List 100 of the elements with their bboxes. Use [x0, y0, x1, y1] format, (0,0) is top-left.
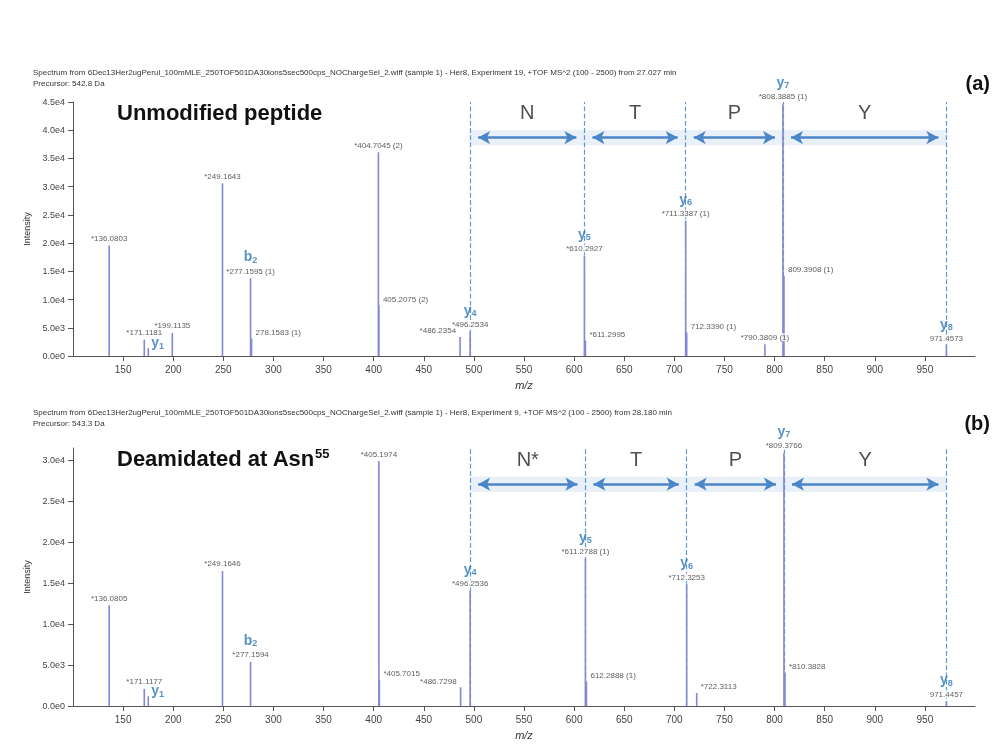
x-tick-label: 450 [415, 363, 433, 375]
x-tick-label: 550 [515, 713, 533, 725]
band-label: T [628, 101, 642, 124]
x-tick-label: 500 [465, 713, 483, 725]
annotation: 712.3390 (1) [690, 321, 737, 331]
x-tick-label: 550 [515, 363, 533, 375]
y-tick-label: 2.5e4 [42, 209, 65, 220]
x-tick-label: 950 [916, 713, 934, 725]
x-tick-label: 150 [114, 363, 132, 375]
x-tick-label: 200 [164, 713, 182, 725]
x-tick-label: 200 [164, 363, 182, 375]
band-label: N [520, 101, 535, 124]
annotation: *810.3828 [788, 662, 826, 672]
annotation: *790.3809 (1) [740, 332, 790, 342]
x-tick-label: 700 [665, 363, 684, 375]
annotation: *808.3885 (1) [758, 92, 808, 102]
annotation: *809.3766 [765, 441, 803, 451]
annotation: *496.2536 [451, 579, 489, 589]
annotation: *611.2788 (1) [561, 547, 610, 557]
x-tick-label: 500 [465, 363, 483, 375]
x-tick-label: 350 [315, 363, 333, 375]
y-tick-label: 1.5e4 [42, 266, 65, 277]
annotation: 405.2075 (2) [382, 294, 429, 304]
annotation: *486.7298 [420, 676, 458, 686]
x-tick-label: 750 [716, 713, 734, 725]
chart-title: (b) [964, 412, 991, 434]
y-tick-label: 2.5e4 [42, 496, 65, 507]
x-tick-label: 800 [766, 363, 784, 375]
x-tick-label: 900 [866, 713, 884, 725]
text: Spectrum from 6Dec13Her2ugPerul_100mMLE_250TOF501DA30ions5sec500cps_NOChargeSel_2.wiff (sample 1) - Her8, Experiment 19, +TOF MS^2 (100 - 2500) from 27.027 min [33, 68, 677, 77]
annotation: *171.1181 [126, 328, 163, 338]
x-axis-title: m/z [515, 378, 534, 391]
y-axis-title: Intensity [21, 211, 32, 246]
y-tick-label: 5.0e3 [42, 322, 65, 333]
annotation: *136.0803 [90, 233, 128, 243]
x-tick-label: 600 [565, 363, 583, 375]
annotation: *249.1643 [204, 171, 242, 181]
annotation: *199.1135 [154, 321, 191, 331]
band-label: Y [858, 447, 872, 470]
x-tick-label: 250 [214, 363, 233, 375]
annotation: 971.4457 [929, 689, 964, 699]
y-tick-label: 2.0e4 [42, 537, 65, 548]
x-tick-label: 250 [214, 713, 233, 725]
annotation: *404.7045 (2) [354, 140, 403, 150]
band-label: T [629, 447, 643, 470]
band-label: P [727, 101, 741, 124]
x-axis-title: m/z [515, 728, 534, 741]
annotation: *277.1594 [232, 650, 270, 660]
x-tick-label: 450 [415, 713, 433, 725]
annotation: *711.3387 (1) [661, 209, 710, 219]
y-tick-label: 1.0e4 [42, 619, 65, 630]
x-tick-label: 300 [265, 713, 283, 725]
annotation: *136.0805 [90, 593, 128, 603]
y-tick-label: 1.0e4 [42, 294, 65, 305]
x-tick-label: 950 [916, 363, 934, 375]
text: Spectrum from 6Dec13Her2ugPerul_100mMLE_250TOF501DA30ions5sec500cps_NOChargeSel_2.wiff (sample 1) - Her8, Experiment 9, +TOF MS^2 (100 - 2500) from 28.180 min [33, 408, 672, 417]
y-tick-label: 1.5e4 [42, 578, 65, 589]
annotation: 971.4573 [929, 334, 964, 344]
chart-subtitle: Unmodified peptide [117, 99, 323, 125]
text: Precursor: 543.3 Da [33, 419, 106, 428]
annotation: *405.7015 [383, 669, 421, 679]
chart-title: (a) [965, 72, 991, 94]
x-tick-label: 700 [665, 713, 684, 725]
x-tick-label: 850 [816, 713, 834, 725]
x-tick-label: 650 [615, 713, 633, 725]
y-tick-label: 5.0e3 [42, 660, 65, 671]
y-tick-label: 2.0e4 [42, 238, 65, 249]
annotation: *610.2927 [566, 244, 604, 254]
band-label: P [728, 447, 742, 470]
x-tick-label: 400 [365, 363, 383, 375]
y-tick-label: 0.0e0 [42, 351, 65, 362]
annotation: *249.1646 [204, 559, 242, 569]
annotation: *171.1177 [126, 677, 163, 687]
annotation: *712.3253 [668, 572, 706, 582]
annotation: 612.2888 (1) [590, 671, 637, 681]
annotation: *277.1595 (1) [226, 266, 276, 276]
x-tick-label: 800 [766, 713, 784, 725]
x-tick-label: 600 [565, 713, 583, 725]
annotation: 809.3908 (1) [787, 265, 834, 275]
text: Precursor: 542.8 Da [33, 79, 106, 88]
x-tick-label: 650 [615, 363, 633, 375]
y-tick-label: 3.0e4 [42, 455, 65, 466]
annotation: *405.1974 [360, 449, 398, 459]
x-tick-label: 900 [866, 363, 884, 375]
x-tick-label: 300 [265, 363, 283, 375]
annotation: *611.2995 [589, 330, 626, 340]
annotation: *722.3113 [700, 682, 738, 692]
x-tick-label: 850 [816, 363, 834, 375]
y-tick-label: 4.5e4 [42, 97, 65, 107]
annotation: 278.1583 (1) [255, 328, 302, 338]
x-tick-label: 750 [716, 363, 734, 375]
y-tick-label: 4.0e4 [42, 125, 65, 136]
y-tick-label: 3.0e4 [42, 181, 65, 192]
band-label: N* [516, 447, 540, 470]
band-label: Y [858, 101, 872, 124]
x-tick-label: 400 [365, 713, 383, 725]
y-axis-title: Intensity [21, 559, 32, 594]
x-tick-label: 150 [114, 713, 132, 725]
y-tick-label: 0.0e0 [42, 701, 65, 712]
y-tick-label: 3.5e4 [42, 153, 65, 164]
